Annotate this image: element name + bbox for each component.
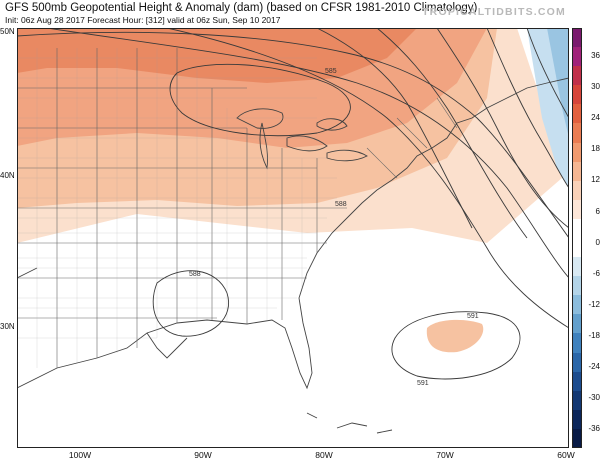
colorbar-segment	[572, 314, 582, 334]
colorbar-segment	[572, 123, 582, 144]
lat-label-40n: 40N	[0, 171, 15, 180]
colorbar-segment	[572, 47, 582, 67]
colorbar-segment	[572, 199, 582, 220]
colorbar-segment	[572, 66, 582, 86]
colorbar-tick-label: -36	[588, 424, 600, 434]
colorbar-segment	[572, 371, 582, 392]
contour-label-591-south: 591	[417, 380, 429, 387]
colorbar-segment	[572, 142, 582, 163]
colorbar-tick-label: 6	[595, 206, 600, 216]
lon-label-80w: 80W	[315, 450, 333, 460]
colorbar-segment	[572, 28, 582, 48]
contour-label-588-north: 588	[335, 201, 347, 208]
colorbar-segment	[572, 238, 582, 258]
colorbar-segment	[572, 276, 582, 296]
lat-label-50n: 50N	[0, 27, 15, 36]
atlantic-positive-blob	[426, 319, 484, 353]
map-frame	[17, 28, 569, 448]
contour-label-591-north: 591	[467, 313, 479, 320]
anomaly-band-24	[17, 28, 417, 83]
header: GFS 500mb Geopotential Height & Anomaly …	[0, 0, 600, 28]
lat-label-30n: 30N	[0, 322, 15, 331]
colorbar-segment	[572, 352, 582, 373]
colorbar-tick-label: -30	[588, 393, 600, 403]
colorbar-tick-label: 30	[591, 82, 600, 92]
anomaly-colorbar: 36 30 24 18 12 6 0 -6 -12 -18 -24 -30 -36	[572, 28, 600, 449]
county-lines	[17, 48, 337, 368]
colorbar-border	[572, 28, 582, 448]
contour-label-585: 585	[325, 68, 337, 75]
colorbar-segment	[572, 295, 582, 315]
weather-map: 585 588 588 591 591	[17, 28, 569, 448]
colorbar-segment	[572, 85, 582, 105]
map-title: GFS 500mb Geopotential Height & Anomaly …	[5, 2, 478, 14]
colorbar-segment	[572, 180, 582, 201]
colorbar-tick-label: -18	[588, 331, 600, 340]
lon-label-100w: 100W	[68, 450, 92, 460]
colorbar-tick-label: 36	[591, 51, 600, 60]
lon-label-70w: 70W	[436, 450, 454, 460]
contour-label-588-south: 588	[189, 271, 201, 278]
map-subtitle: Init: 06z Aug 28 2017 Forecast Hour: [31…	[5, 15, 281, 25]
negative-anomaly-east-core	[547, 28, 569, 138]
lon-label-90w: 90W	[194, 450, 212, 460]
lon-label-60w: 60W	[557, 450, 575, 460]
brand-logo-text: TROPICALTIDBITS.COM	[422, 6, 566, 18]
colorbar-tick-label: 18	[591, 144, 600, 154]
colorbar-tick-label: -12	[588, 299, 600, 309]
colorbar-segment	[572, 428, 582, 449]
height-contours	[17, 28, 569, 380]
colorbar-segment	[572, 333, 582, 354]
colorbar-tick-label: 0	[595, 237, 600, 247]
colorbar-tick-label: 12	[591, 175, 600, 185]
colorbar-tick-label: -6	[592, 268, 600, 278]
colorbar-tick-label: 24	[591, 113, 600, 123]
colorbar-segment	[572, 104, 582, 124]
colorbar-segment	[572, 218, 582, 239]
colorbar-segment	[572, 409, 582, 430]
state-borders	[17, 48, 458, 368]
colorbar-segment	[572, 257, 582, 277]
colorbar-segment	[572, 161, 582, 182]
colorbar-segment	[572, 390, 582, 411]
colorbar-tick-label: -24	[588, 362, 600, 372]
